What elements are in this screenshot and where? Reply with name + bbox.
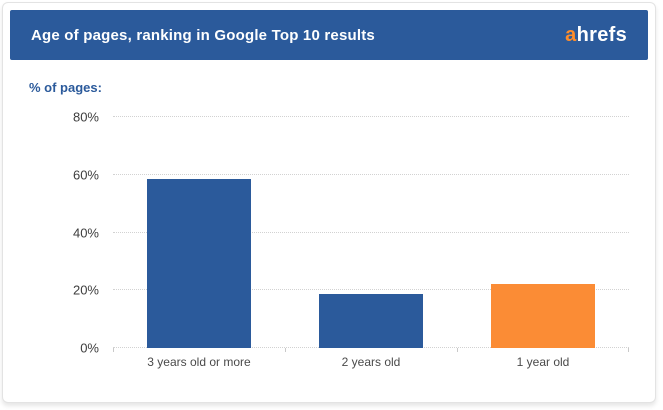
x-axis-tick	[457, 348, 458, 352]
gridline	[113, 231, 629, 233]
bar-3-years-old-or-more	[147, 179, 251, 348]
x-axis-tick	[285, 348, 286, 352]
ahrefs-logo-accent: a	[565, 23, 577, 46]
y-tick-label: 20%	[72, 282, 99, 298]
y-tick-label: 80%	[72, 109, 99, 125]
gridline	[113, 289, 629, 291]
ahrefs-logo: ahrefs	[565, 24, 627, 47]
y-tick-label: 40%	[72, 225, 99, 240]
chart-header: Age of pages, ranking in Google Top 10 r…	[10, 10, 648, 60]
y-tick-label: 60%	[72, 167, 99, 183]
bar-1-year-old	[490, 284, 595, 348]
gridline	[113, 173, 629, 175]
chart-card: Age of pages, ranking in Google Top 10 r…	[2, 2, 656, 403]
x-axis-tick	[113, 348, 114, 352]
plot-area: 80% 60% 40% 20% 0% 3 years old or more 2 years…	[73, 111, 629, 369]
x-tick-label: 2 years old	[341, 355, 401, 369]
x-tick-label: 1 year old	[516, 355, 570, 369]
x-axis-tick	[628, 348, 629, 352]
chart-title: Age of pages, ranking in Google Top 10 r…	[31, 26, 375, 44]
y-tick-label: 0%	[80, 340, 99, 356]
x-tick-label: 3 years old or more	[147, 355, 251, 369]
y-axis-title: % of pages:	[29, 80, 102, 95]
bar-2-years-old	[318, 294, 423, 348]
ahrefs-logo-rest: hrefs	[576, 23, 627, 46]
gridline	[113, 116, 629, 117]
